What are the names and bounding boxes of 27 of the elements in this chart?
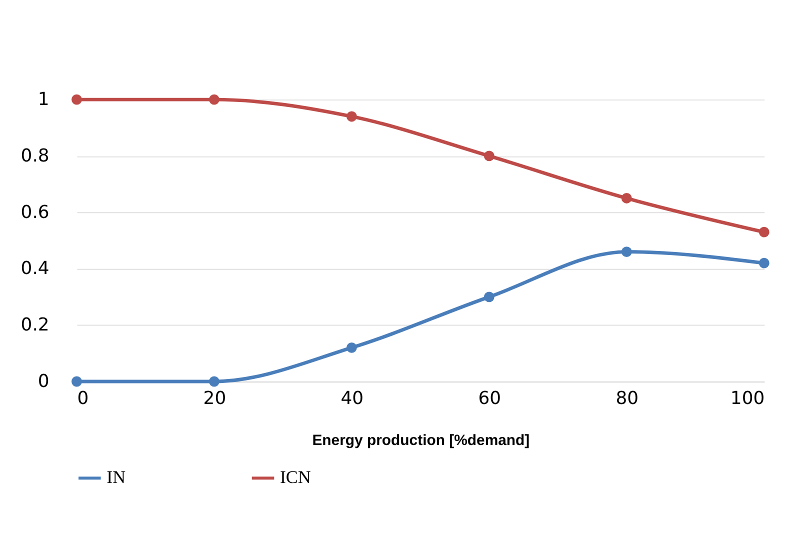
point	[71, 94, 82, 105]
point	[621, 246, 632, 258]
point	[208, 376, 220, 387]
x-tick-label: 60	[478, 388, 502, 409]
point	[208, 94, 220, 105]
y-tick-label: 0.4	[20, 258, 50, 280]
legend-label: ICN	[280, 467, 311, 488]
x-tick-label: 20	[203, 388, 226, 409]
x-tick-label: 80	[616, 388, 639, 409]
point	[484, 150, 494, 162]
point	[71, 376, 82, 387]
point	[758, 258, 770, 268]
x-tick-label: 0	[77, 388, 89, 409]
y-tick-label: 0	[38, 370, 50, 392]
y-tick-label: 0.8	[20, 145, 50, 166]
y-tick-label: 1	[38, 89, 50, 110]
point	[758, 226, 770, 238]
x-tick-label: 40	[340, 388, 364, 409]
y-tick-label: 0.2	[20, 314, 50, 336]
point	[621, 193, 632, 204]
x-axis-title: Energy production [%demand]	[312, 432, 530, 449]
point	[346, 111, 357, 122]
x-tick-label: 100	[730, 388, 765, 409]
y-tick-label: 0.6	[20, 202, 50, 223]
point	[484, 292, 494, 302]
legend-label: IN	[106, 467, 126, 488]
point	[346, 342, 357, 353]
